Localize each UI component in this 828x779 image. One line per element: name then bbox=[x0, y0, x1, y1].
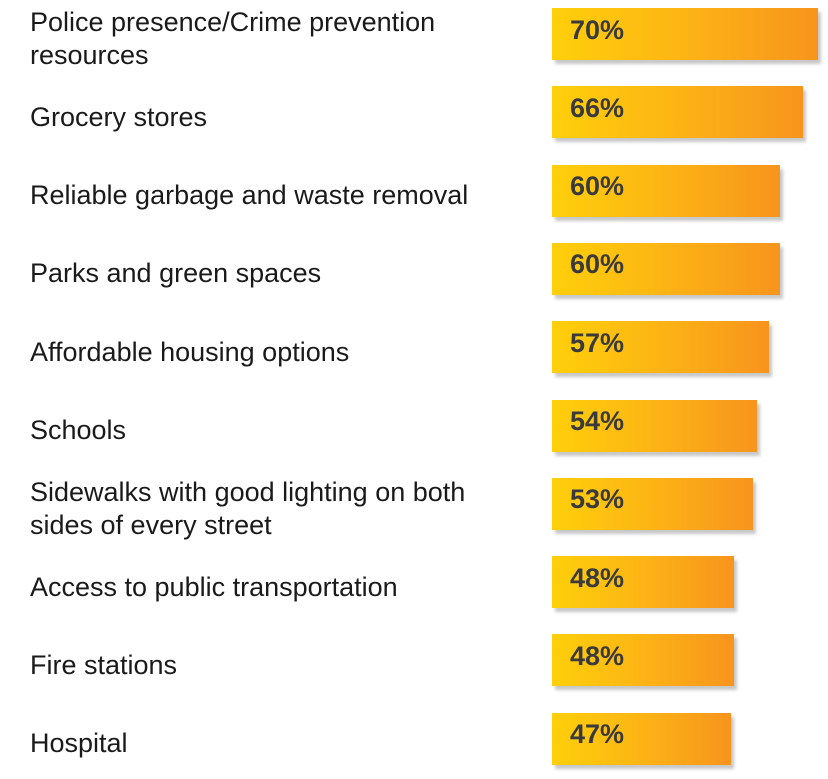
category-label: Fire stations bbox=[30, 649, 178, 680]
bar bbox=[552, 164, 780, 217]
data-label: 54% bbox=[570, 406, 625, 436]
bar bbox=[552, 712, 731, 765]
bar bbox=[552, 634, 734, 687]
bar bbox=[552, 86, 803, 139]
data-label: 48% bbox=[570, 562, 625, 593]
category-label: Reliable garbage and waste removal bbox=[30, 180, 469, 211]
category-label: Sidewalks with good lighting on both sid… bbox=[30, 476, 466, 540]
data-label: 60% bbox=[570, 171, 625, 202]
data-label: 70% bbox=[570, 14, 625, 45]
data-label: 48% bbox=[570, 640, 625, 671]
bar bbox=[552, 242, 780, 295]
bar bbox=[552, 556, 734, 609]
data-label: 66% bbox=[570, 92, 625, 123]
data-label: 57% bbox=[570, 327, 625, 358]
category-label: Police presence/Crime prevention resourc… bbox=[30, 7, 436, 70]
data-label: 60% bbox=[570, 249, 625, 280]
bar bbox=[552, 8, 818, 60]
category-label: Access to public transportation bbox=[30, 571, 398, 602]
bar bbox=[552, 477, 753, 530]
category-label: Affordable housing options bbox=[30, 336, 350, 367]
data-label: 47% bbox=[570, 719, 625, 750]
category-label: Hospital bbox=[30, 728, 128, 759]
bar bbox=[552, 321, 769, 374]
category-label: Schools bbox=[30, 415, 127, 445]
data-label: 53% bbox=[570, 484, 625, 515]
category-label: Grocery stores bbox=[30, 101, 208, 132]
bar bbox=[552, 399, 757, 452]
category-label: Parks and green spaces bbox=[30, 258, 322, 289]
